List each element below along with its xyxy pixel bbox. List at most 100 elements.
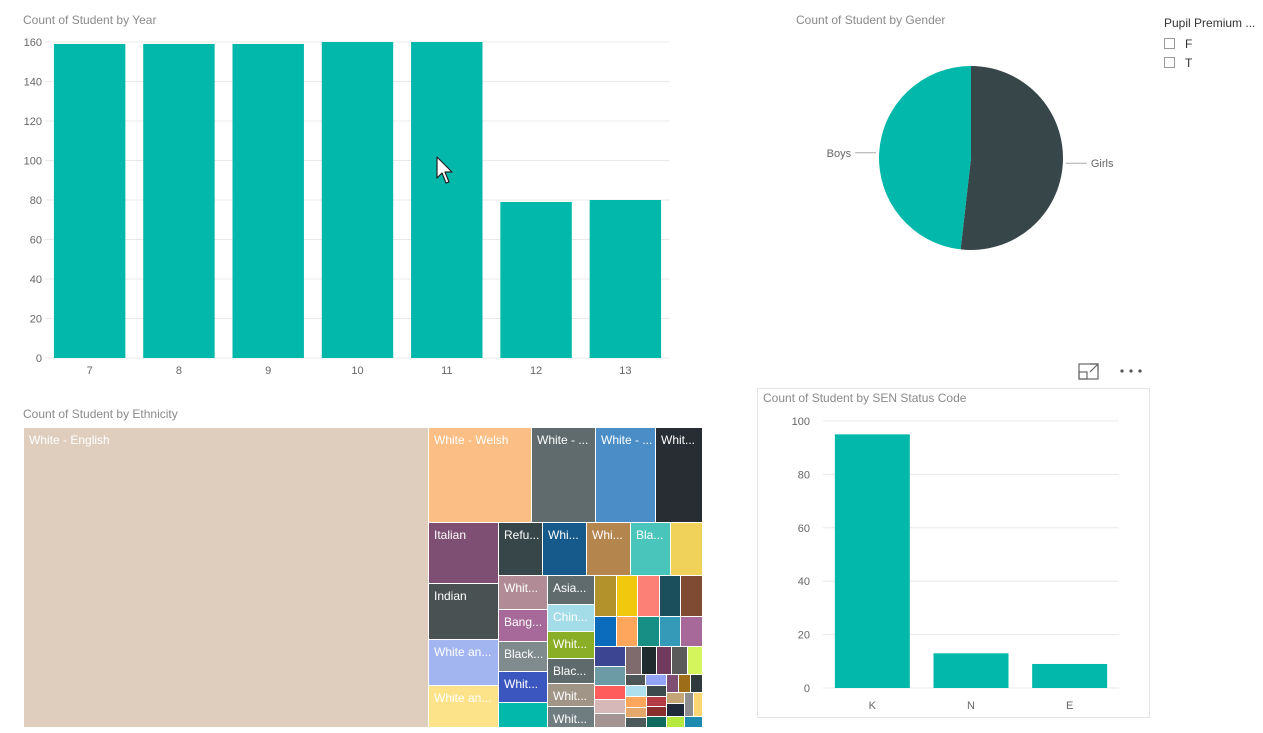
pie-slice [960,66,1063,250]
more-options-icon[interactable] [1118,364,1144,378]
y-tick-label: 0 [36,353,42,365]
treemap-cell[interactable]: Chin... [548,605,595,632]
treemap-cell[interactable]: Whit... [548,684,595,707]
treemap-cell[interactable] [595,647,626,667]
slicer-checkbox-t[interactable] [1164,57,1175,68]
bar [834,434,910,688]
ethnicity-treemap: White - English White - Welsh White - ... W… [0,400,710,733]
slicer-checkbox-f[interactable] [1164,38,1175,49]
treemap-cell[interactable] [660,617,681,647]
treemap-cell[interactable]: White - Welsh [429,428,532,523]
ethnicity-chart-title: Count of Student by Ethnicity [23,407,178,421]
treemap-cell[interactable] [626,718,647,728]
treemap-cell[interactable] [617,576,638,617]
bar [589,200,662,358]
treemap-cell[interactable] [688,647,703,675]
treemap-cell-label: Blac... [553,664,587,678]
treemap-cell[interactable]: Blac... [548,659,595,684]
treemap-cell-label: Indian [434,589,467,603]
treemap-cell[interactable]: Whit... [656,428,703,523]
treemap-cell[interactable] [667,717,685,728]
treemap-cell[interactable] [679,675,691,693]
treemap-cell[interactable]: White - ... [532,428,596,523]
sen-chart-title: Count of Student by SEN Status Code [763,391,967,405]
treemap-cell[interactable] [617,617,638,647]
treemap-cell[interactable]: Indian [429,584,499,640]
x-tick-label: 8 [176,365,182,377]
treemap-cell[interactable] [657,647,672,675]
slicer-item-t[interactable]: T [1164,53,1263,72]
treemap-cell[interactable]: Bla... [631,523,671,576]
treemap-cell-label: Black... [504,647,544,661]
treemap-cell-label: White - English [29,433,110,447]
treemap-cell[interactable] [595,576,617,617]
y-tick-label: 100 [24,156,42,168]
focus-mode-icon[interactable] [1078,361,1100,381]
y-tick-label: 20 [30,314,42,326]
pupil-premium-slicer: Pupil Premium ... F T [1164,16,1263,72]
treemap-cell[interactable] [647,707,667,717]
treemap-cell[interactable] [595,700,626,714]
treemap-cell[interactable] [595,714,626,728]
slicer-item-f[interactable]: F [1164,34,1263,53]
treemap-cell[interactable] [667,693,685,704]
treemap-cell[interactable] [681,617,703,647]
treemap-cell[interactable] [499,703,548,728]
treemap-cell[interactable] [681,576,703,617]
sen-chart-frame: Count of Student by SEN Status Code 0 20 4… [757,388,1150,718]
treemap-cell[interactable] [638,617,660,647]
treemap-cell[interactable] [685,717,703,728]
treemap-cell-label: Bang... [504,615,543,629]
treemap-cell[interactable]: Whit... [548,707,595,728]
treemap-cell[interactable] [647,697,667,707]
treemap-cell[interactable] [685,693,694,717]
treemap-cell[interactable]: Whit... [499,576,548,610]
treemap-cell[interactable]: Whi... [543,523,587,576]
treemap-cell[interactable] [672,647,688,675]
treemap-cell-label: Whi... [548,528,579,542]
treemap-cell-label: Whit... [553,689,588,703]
treemap-cell[interactable] [626,647,642,675]
treemap-cell-label: White - ... [537,433,589,447]
treemap-cell[interactable] [647,717,667,728]
treemap-cell[interactable]: Black... [499,642,548,672]
treemap-cell[interactable] [660,576,681,617]
y-tick-label: 120 [24,116,42,128]
treemap-cell-label: Bla... [636,528,664,542]
treemap-cell[interactable] [595,667,626,686]
treemap-cell[interactable] [626,697,647,708]
bar [500,201,572,358]
treemap-cell[interactable]: Refu... [499,523,543,576]
treemap-cell[interactable] [595,686,626,700]
treemap-cell[interactable] [691,675,703,693]
treemap-cell[interactable] [671,523,703,576]
treemap-cell[interactable]: Asia... [548,576,595,605]
treemap-cell[interactable]: White - ... [596,428,656,523]
treemap-cell[interactable]: Italian [429,523,499,584]
treemap-cell[interactable]: Whi... [587,523,631,576]
treemap-cell[interactable] [595,617,617,647]
treemap-cell[interactable]: White - English [24,428,429,728]
treemap-cell-label: White an... [434,645,492,659]
treemap-cell[interactable] [667,675,679,693]
x-tick-label: N [967,700,975,712]
gender-chart-visual: Count of Student by Gender Girls Boys [760,0,1150,300]
bar [143,43,215,358]
treemap-cell-label: White - ... [601,433,653,447]
treemap-cell[interactable]: Whit... [548,632,595,659]
treemap-cell[interactable] [646,675,667,686]
treemap-cell[interactable]: White an... [429,640,499,686]
treemap-cell[interactable] [626,675,646,686]
treemap-cell[interactable] [694,693,703,717]
treemap-cell[interactable] [638,576,660,617]
x-tick-label: 11 [441,365,452,377]
slicer-item-label: F [1185,36,1193,51]
treemap-cell[interactable] [642,647,657,675]
treemap-cell[interactable]: Whit... [499,672,548,703]
treemap-cell[interactable]: White an... [429,686,499,728]
treemap-cell[interactable] [626,686,647,697]
treemap-cell[interactable] [647,686,667,697]
treemap-cell[interactable]: Bang... [499,610,548,642]
treemap-cell[interactable] [626,708,647,718]
treemap-cell[interactable] [667,704,685,717]
